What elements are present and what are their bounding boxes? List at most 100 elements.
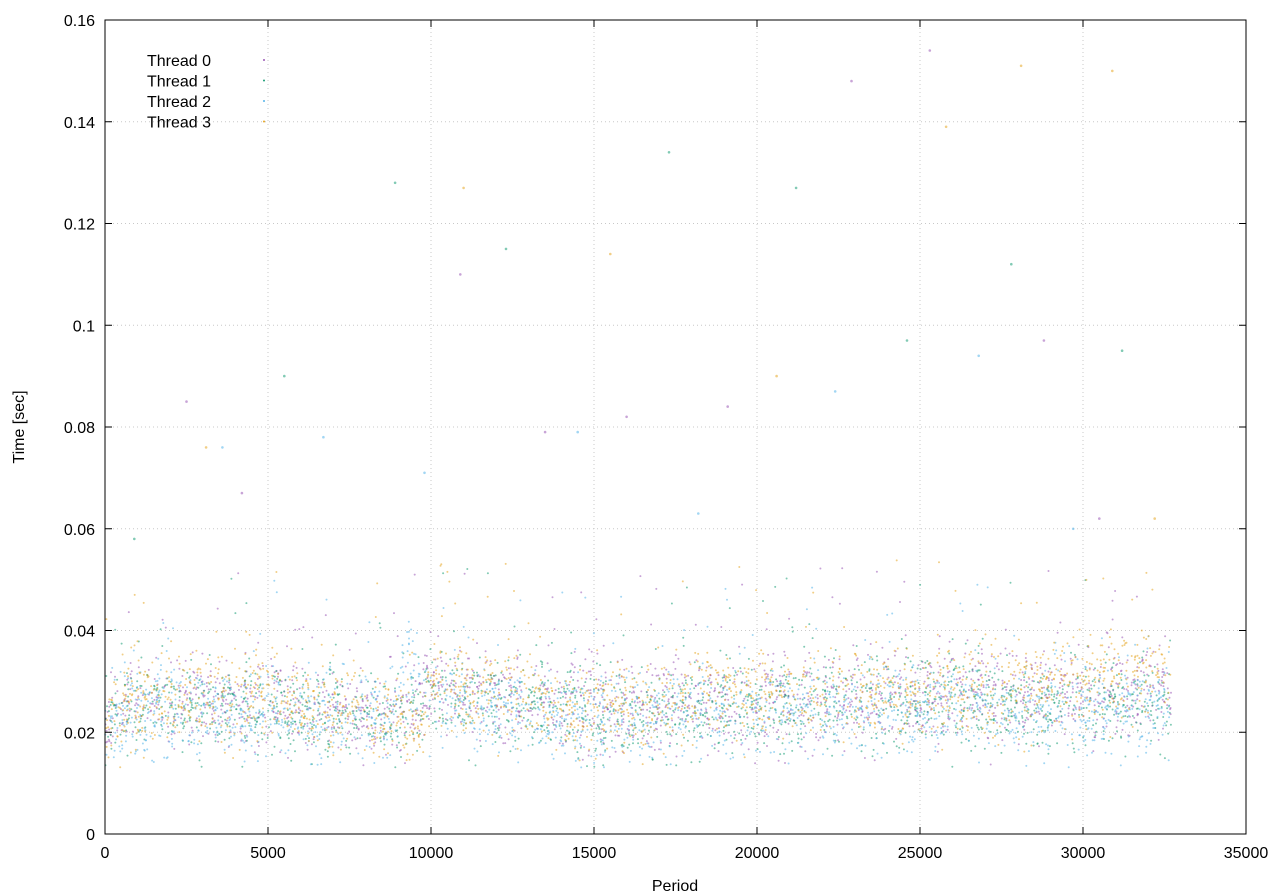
data-point bbox=[926, 693, 929, 696]
data-point bbox=[1119, 720, 1122, 723]
data-point bbox=[984, 674, 987, 676]
data-point bbox=[1121, 728, 1124, 731]
data-point bbox=[549, 668, 552, 671]
data-point bbox=[411, 689, 414, 692]
data-point bbox=[288, 724, 291, 727]
data-point bbox=[684, 726, 687, 729]
data-point bbox=[636, 738, 639, 741]
data-point bbox=[1116, 715, 1119, 718]
data-point bbox=[223, 748, 226, 751]
data-point bbox=[590, 674, 592, 676]
data-point bbox=[1106, 669, 1109, 672]
data-point bbox=[390, 732, 393, 735]
data-point bbox=[937, 690, 939, 693]
data-point bbox=[929, 683, 932, 686]
data-point bbox=[264, 716, 267, 719]
data-point bbox=[130, 716, 133, 719]
data-point bbox=[135, 739, 138, 741]
data-point bbox=[385, 753, 387, 756]
data-point bbox=[1027, 711, 1030, 714]
data-point bbox=[778, 722, 781, 725]
data-point bbox=[702, 701, 705, 704]
data-point bbox=[224, 718, 227, 721]
data-point bbox=[746, 699, 749, 702]
data-point bbox=[791, 626, 794, 629]
data-point bbox=[253, 751, 256, 754]
data-point bbox=[789, 708, 792, 710]
data-point bbox=[1120, 673, 1123, 676]
data-point bbox=[349, 683, 352, 685]
data-point bbox=[235, 703, 238, 706]
data-point bbox=[1061, 721, 1064, 724]
data-point bbox=[657, 674, 660, 677]
data-point bbox=[888, 640, 891, 643]
data-point bbox=[813, 657, 816, 660]
data-point bbox=[528, 710, 530, 713]
data-point bbox=[233, 691, 236, 694]
data-point bbox=[239, 730, 242, 733]
data-point bbox=[125, 705, 128, 708]
data-point bbox=[890, 706, 893, 708]
data-point bbox=[147, 700, 149, 703]
data-point bbox=[591, 717, 594, 720]
data-point bbox=[594, 749, 597, 752]
data-point bbox=[1001, 670, 1004, 673]
data-point bbox=[312, 741, 315, 744]
data-point bbox=[703, 682, 706, 685]
data-point bbox=[870, 686, 873, 689]
data-point bbox=[797, 741, 800, 744]
data-point bbox=[789, 718, 792, 721]
data-point bbox=[1099, 676, 1102, 679]
data-point bbox=[1136, 755, 1139, 758]
data-point bbox=[325, 671, 328, 674]
data-point bbox=[223, 738, 226, 741]
data-point bbox=[597, 732, 600, 735]
data-point bbox=[287, 756, 289, 759]
data-point bbox=[728, 715, 731, 718]
data-point bbox=[181, 739, 184, 742]
data-point bbox=[453, 630, 455, 633]
data-point bbox=[355, 727, 358, 730]
data-point bbox=[1040, 661, 1042, 664]
data-point bbox=[721, 707, 724, 710]
data-point bbox=[1113, 693, 1116, 696]
data-point bbox=[887, 715, 890, 718]
data-point bbox=[621, 704, 624, 707]
data-point bbox=[1102, 701, 1105, 704]
data-point bbox=[336, 708, 339, 711]
data-point bbox=[987, 702, 990, 705]
data-point bbox=[347, 687, 350, 690]
data-point bbox=[244, 696, 247, 699]
outlier-point bbox=[459, 273, 462, 276]
data-point bbox=[654, 696, 657, 699]
data-point bbox=[137, 666, 140, 669]
data-point bbox=[388, 707, 391, 710]
data-point bbox=[647, 729, 650, 732]
data-point bbox=[131, 733, 134, 736]
data-point bbox=[681, 719, 684, 722]
data-point bbox=[167, 637, 170, 640]
data-point bbox=[187, 740, 190, 742]
data-point bbox=[578, 706, 581, 709]
data-point bbox=[326, 726, 329, 729]
data-point bbox=[683, 736, 685, 739]
data-point bbox=[582, 669, 585, 672]
data-point bbox=[367, 680, 369, 683]
data-point bbox=[533, 672, 536, 675]
data-point bbox=[265, 694, 268, 697]
data-point bbox=[1119, 764, 1122, 767]
data-point bbox=[1163, 757, 1166, 760]
data-point bbox=[610, 689, 613, 692]
data-point bbox=[838, 658, 841, 661]
data-point bbox=[246, 735, 249, 738]
data-point bbox=[450, 702, 453, 705]
data-point bbox=[197, 715, 200, 718]
data-point bbox=[355, 710, 358, 712]
data-point bbox=[714, 729, 717, 732]
data-point bbox=[719, 685, 722, 688]
data-point bbox=[713, 709, 716, 712]
data-point bbox=[1111, 708, 1114, 711]
data-point bbox=[1061, 700, 1064, 703]
data-point bbox=[518, 693, 521, 696]
data-point bbox=[421, 706, 424, 709]
